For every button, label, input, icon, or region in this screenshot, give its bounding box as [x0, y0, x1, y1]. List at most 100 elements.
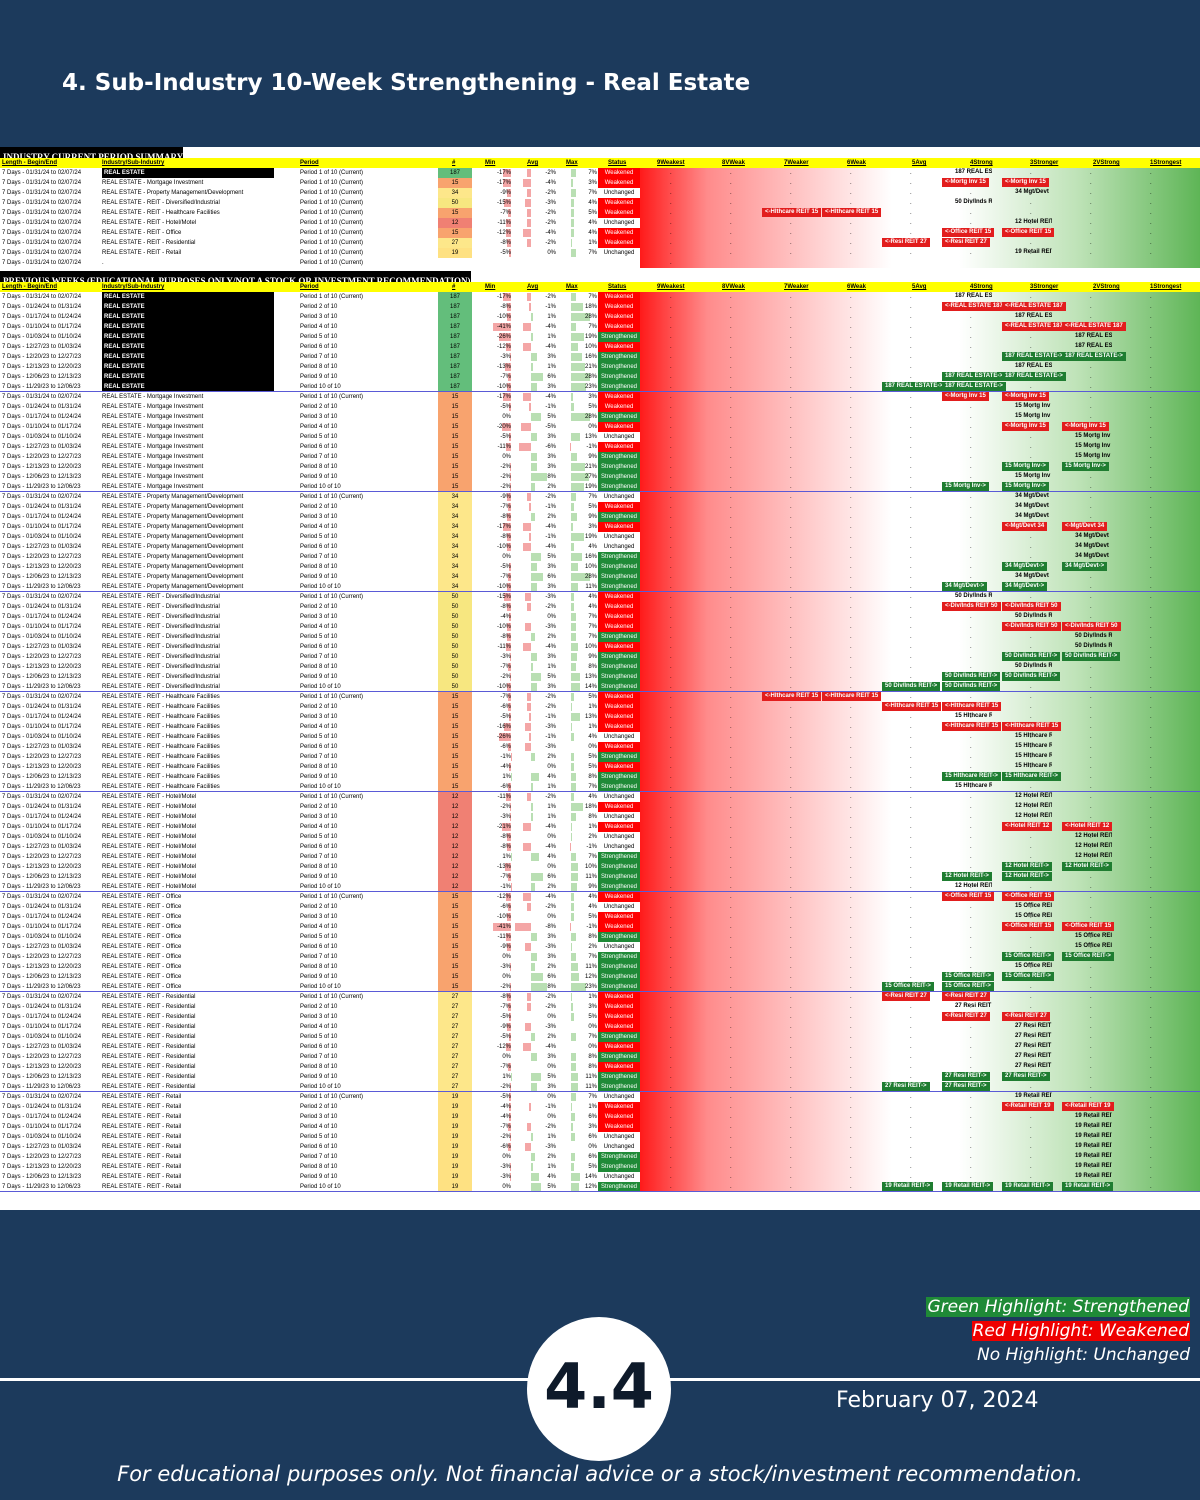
- max-value: 3%: [588, 524, 597, 530]
- table-row: 7 Days - 12/27/23 to 01/03/24 REAL ESTATE…: [0, 542, 1200, 552]
- empty-dot: .: [850, 594, 852, 600]
- empty-dot: .: [730, 354, 732, 360]
- rating-tag: 50 Div/Inds REIT: [1075, 633, 1112, 639]
- period-label: Period 4 of 10: [300, 324, 338, 330]
- empty-dot: .: [850, 804, 852, 810]
- rating-tag: <-Resi REIT 27: [882, 238, 930, 247]
- empty-dot: .: [910, 474, 912, 480]
- empty-dot: .: [790, 724, 792, 730]
- empty-dot: .: [910, 804, 912, 810]
- empty-dot: .: [730, 834, 732, 840]
- status-cell: Strengthened: [598, 352, 640, 362]
- empty-dot: .: [1150, 304, 1152, 310]
- min-value: -41%: [496, 924, 511, 930]
- empty-dot: .: [970, 754, 972, 760]
- column-header: Industry/Sub-Industry: [102, 284, 165, 290]
- table-row: 7 Days - 01/31/24 to 02/07/24 REAL ESTATE…: [0, 228, 1200, 238]
- empty-dot: .: [1090, 1174, 1092, 1180]
- empty-dot: .: [790, 774, 792, 780]
- empty-dot: .: [970, 1144, 972, 1150]
- period-length: 7 Days - 12/20/23 to 12/27/23: [2, 454, 82, 460]
- avg-value: -2%: [545, 704, 556, 710]
- industry-name: REAL ESTATE - REIT - Diversified/Industr…: [102, 594, 220, 600]
- empty-dot: .: [910, 354, 912, 360]
- empty-dot: .: [910, 1104, 912, 1110]
- positive-bar: [531, 1073, 541, 1081]
- period-length: 7 Days - 01/31/24 to 02/07/24: [2, 594, 82, 600]
- empty-dot: .: [1150, 294, 1152, 300]
- empty-dot: .: [1090, 210, 1092, 216]
- period-label: Period 6 of 10: [300, 1044, 338, 1050]
- empty-dot: .: [1030, 844, 1032, 850]
- negative-bar: [527, 293, 531, 301]
- min-value: -10%: [496, 544, 511, 550]
- positive-bar: [531, 383, 537, 391]
- empty-dot: .: [730, 1104, 732, 1110]
- table-row: 7 Days - 01/31/24 to 02/07/24 REAL ESTATE…: [0, 392, 1200, 402]
- rating-tag: 15 Hlthcare REIT->: [942, 772, 1001, 781]
- empty-dot: .: [970, 170, 972, 176]
- member-count: 12: [438, 802, 472, 812]
- negative-bar: [525, 593, 531, 601]
- period-label: Period 4 of 10: [300, 1124, 338, 1130]
- period-label: Period 9 of 10: [300, 1174, 338, 1180]
- positive-bar: [571, 703, 572, 711]
- empty-dot: .: [850, 774, 852, 780]
- avg-value: 5%: [547, 674, 556, 680]
- empty-dot: .: [730, 294, 732, 300]
- empty-dot: .: [730, 504, 732, 510]
- empty-dot: .: [850, 744, 852, 750]
- avg-value: -4%: [545, 524, 556, 530]
- empty-dot: .: [670, 934, 672, 940]
- period-label: Period 7 of 10: [300, 954, 338, 960]
- empty-dot: .: [730, 554, 732, 560]
- empty-dot: .: [730, 394, 732, 400]
- negative-bar: [507, 303, 511, 311]
- empty-dot: .: [1090, 170, 1092, 176]
- empty-dot: .: [1090, 294, 1092, 300]
- empty-dot: .: [910, 634, 912, 640]
- empty-dot: .: [1150, 1184, 1152, 1190]
- status-cell: Strengthened: [598, 582, 640, 592]
- empty-dot: .: [910, 524, 912, 530]
- empty-dot: .: [970, 744, 972, 750]
- empty-dot: .: [1090, 304, 1092, 310]
- empty-dot: .: [970, 1104, 972, 1110]
- negative-bar: [523, 179, 531, 187]
- avg-value: 3%: [547, 564, 556, 570]
- max-value: 1%: [588, 240, 597, 246]
- positive-bar: [531, 883, 535, 891]
- positive-bar: [531, 1083, 537, 1091]
- empty-dot: .: [1090, 744, 1092, 750]
- min-value: -12%: [496, 1044, 511, 1050]
- empty-dot: .: [850, 1124, 852, 1130]
- max-value: 4%: [588, 200, 597, 206]
- status-cell: Strengthened: [598, 362, 640, 372]
- empty-dot: .: [850, 1024, 852, 1030]
- empty-dot: .: [970, 944, 972, 950]
- member-count: 50: [438, 602, 472, 612]
- table-row: 7 Days - 12/13/23 to 12/20/23 REAL ESTATE…: [0, 862, 1200, 872]
- min-value: -1%: [500, 754, 511, 760]
- negative-bar: [508, 903, 511, 911]
- empty-dot: .: [850, 754, 852, 760]
- period-label: Period 10 of 10: [300, 684, 341, 690]
- industry-name: REAL ESTATE - REIT - Residential: [102, 1084, 196, 1090]
- column-header: Length - Begin/End: [2, 160, 57, 166]
- empty-dot: .: [1030, 544, 1032, 550]
- empty-dot: .: [1030, 714, 1032, 720]
- rating-tag: 50 Div/Inds REIT: [1015, 613, 1052, 619]
- rating-tag: <-Div/Inds REIT 50: [1062, 622, 1121, 631]
- empty-dot: .: [1090, 1064, 1092, 1070]
- empty-dot: .: [970, 494, 972, 500]
- rating-tag: 187 REAL ESTATE->: [1002, 372, 1066, 381]
- rating-tag: 187 REAL ESTATE->: [942, 382, 1006, 391]
- empty-dot: .: [1030, 434, 1032, 440]
- empty-dot: .: [970, 414, 972, 420]
- empty-dot: .: [1090, 374, 1092, 380]
- period-length: 7 Days - 11/29/23 to 12/06/23: [2, 984, 81, 990]
- period-label: Period 10 of 10: [300, 384, 341, 390]
- avg-value: -2%: [545, 694, 556, 700]
- legend-unchanged: No Highlight: Unchanged: [977, 1345, 1190, 1365]
